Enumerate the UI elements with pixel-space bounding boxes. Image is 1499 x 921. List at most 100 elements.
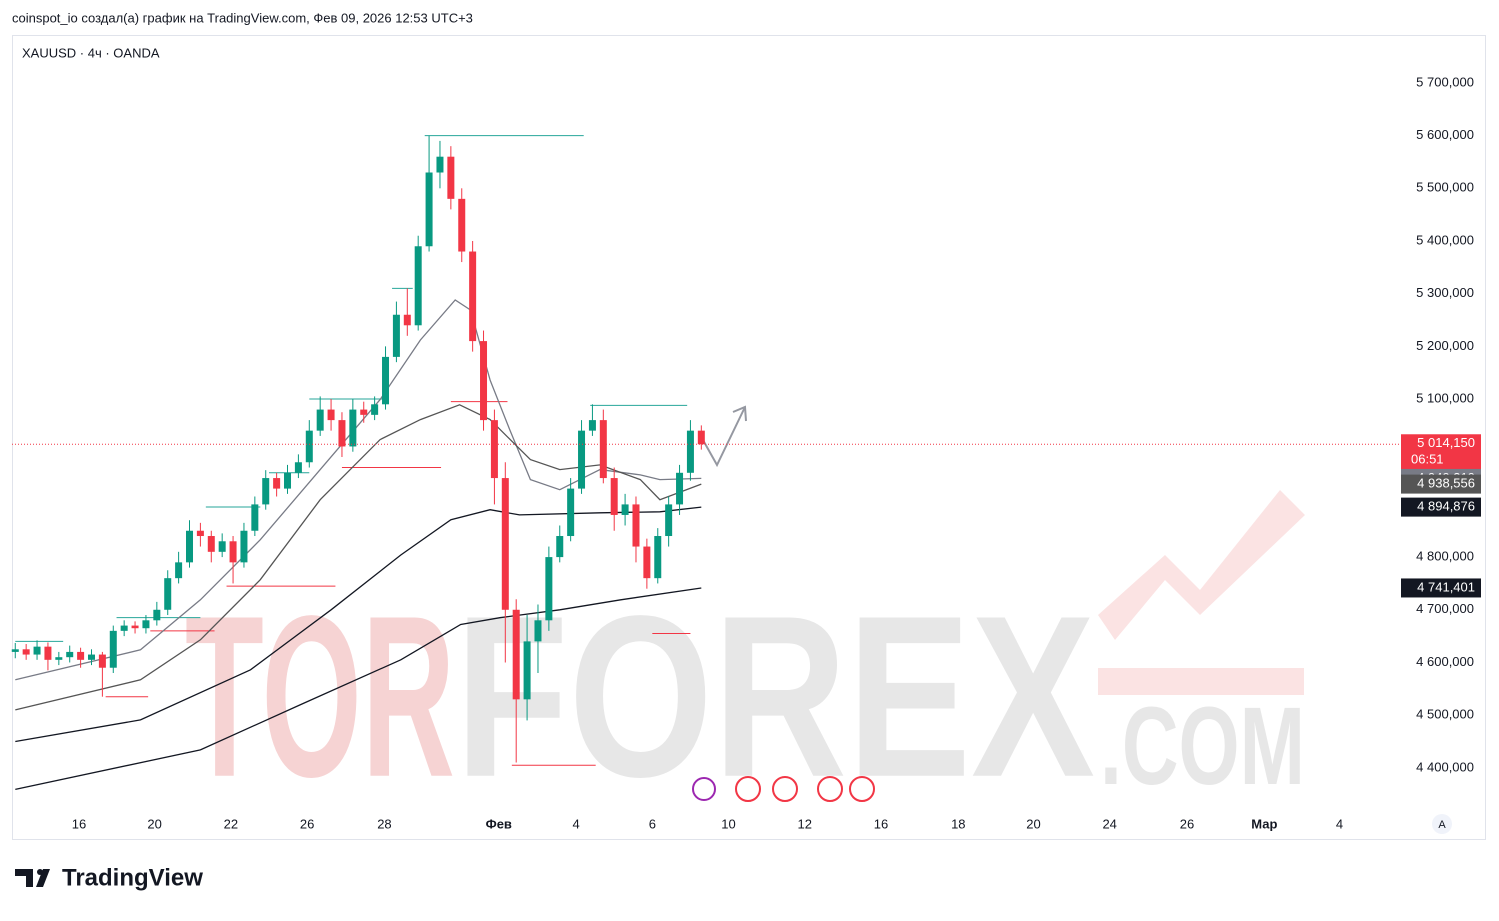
candle-body bbox=[142, 620, 150, 629]
price-badge-label: 4 741,401 bbox=[1417, 579, 1475, 594]
logo-dot bbox=[37, 869, 43, 875]
event-icon[interactable] bbox=[735, 776, 761, 802]
candle-body bbox=[447, 156, 455, 199]
x-tick-label: 20 bbox=[1026, 816, 1040, 831]
event-icon[interactable] bbox=[849, 776, 875, 802]
ma-line bbox=[15, 506, 702, 743]
y-tick-label: 5 400,000 bbox=[1416, 232, 1474, 247]
y-tick-label: 4 800,000 bbox=[1416, 549, 1474, 564]
candle-body bbox=[98, 654, 106, 668]
price-badge-label: 4 894,876 bbox=[1417, 499, 1475, 514]
candle-body bbox=[523, 641, 531, 700]
x-tick-label: 24 bbox=[1102, 816, 1116, 831]
candle-body bbox=[44, 646, 52, 660]
candle-body bbox=[610, 478, 618, 515]
y-tick-label: 4 700,000 bbox=[1416, 601, 1474, 616]
candle-body bbox=[534, 620, 542, 642]
candle-body bbox=[327, 409, 335, 421]
y-tick-label: 5 300,000 bbox=[1416, 285, 1474, 300]
event-icon[interactable] bbox=[772, 776, 798, 802]
candle-body bbox=[599, 420, 607, 479]
candle-body bbox=[22, 649, 30, 655]
candle-body bbox=[512, 609, 520, 700]
candle-body bbox=[240, 530, 248, 563]
candle-body bbox=[55, 657, 63, 660]
candle-body bbox=[458, 198, 466, 252]
ma-line bbox=[15, 404, 702, 711]
x-tick-label: 16 bbox=[72, 816, 86, 831]
candle-body bbox=[556, 536, 564, 558]
candle-body bbox=[218, 541, 226, 552]
scale-mode[interactable]: A bbox=[1438, 819, 1446, 831]
ma-line bbox=[15, 587, 702, 791]
price-badge bbox=[1401, 434, 1481, 471]
candle-body bbox=[392, 314, 400, 357]
candle-body bbox=[175, 562, 183, 579]
scale-button[interactable] bbox=[1432, 814, 1452, 834]
y-tick-label: 4 500,000 bbox=[1416, 707, 1474, 722]
candle-body bbox=[153, 609, 161, 621]
watermark-bar bbox=[1098, 668, 1304, 695]
candle-body bbox=[120, 625, 128, 631]
candle-body bbox=[196, 530, 204, 537]
candle-body bbox=[305, 430, 313, 463]
candle-body bbox=[338, 420, 346, 447]
candle-body bbox=[469, 251, 477, 342]
candle-body bbox=[229, 541, 237, 563]
watermark-arrow bbox=[1098, 490, 1305, 640]
x-tick-label: 18 bbox=[951, 816, 965, 831]
candle-body bbox=[33, 646, 41, 655]
price-badge-label: 4 938,556 bbox=[1417, 476, 1475, 491]
candle-body bbox=[251, 504, 259, 531]
x-tick-label: 10 bbox=[721, 816, 735, 831]
event-icon[interactable] bbox=[692, 777, 716, 801]
candle-body bbox=[403, 314, 411, 326]
y-tick-label: 5 500,000 bbox=[1416, 180, 1474, 195]
candle-body bbox=[578, 430, 586, 489]
symbol-title: XAUUSD · 4ч · OANDA bbox=[22, 45, 160, 60]
attribution: coinspot_io создал(а) график на TradingV… bbox=[12, 10, 473, 25]
y-tick-label: 4 600,000 bbox=[1416, 654, 1474, 669]
candle-body bbox=[567, 488, 575, 537]
forecast-arrow bbox=[702, 406, 746, 468]
candle-body bbox=[131, 625, 139, 629]
x-tick-label: 20 bbox=[147, 816, 161, 831]
event-icons bbox=[692, 776, 875, 802]
candle-body bbox=[436, 156, 444, 173]
candle-body bbox=[676, 472, 684, 505]
x-tick-label: 26 bbox=[1180, 816, 1194, 831]
candle-body bbox=[316, 409, 324, 431]
chart-frame bbox=[12, 35, 1486, 840]
candle-body bbox=[109, 630, 117, 668]
countdown: 06:51 bbox=[1411, 452, 1444, 467]
candle-body bbox=[654, 536, 662, 579]
candle-body bbox=[87, 654, 95, 660]
candle-body bbox=[501, 478, 509, 610]
candle-body bbox=[186, 530, 194, 563]
candle-body bbox=[349, 409, 357, 447]
candle-body bbox=[697, 430, 705, 445]
logo-text[interactable]: TradingView bbox=[62, 864, 203, 891]
x-tick-label: 22 bbox=[224, 816, 238, 831]
candle-body bbox=[294, 462, 302, 473]
candle-body bbox=[273, 478, 281, 489]
x-tick-label: Мар bbox=[1251, 816, 1277, 831]
price-badge-label: 5 014,150 bbox=[1417, 435, 1475, 450]
candle-body bbox=[164, 578, 172, 610]
candle-body bbox=[588, 420, 596, 431]
x-tick-label: 4 bbox=[1336, 816, 1343, 831]
price-badge bbox=[1401, 474, 1481, 494]
candle-body bbox=[686, 430, 694, 473]
candle-body bbox=[11, 649, 19, 652]
candle-body bbox=[490, 420, 498, 479]
candle-body bbox=[665, 504, 673, 537]
candle-body bbox=[425, 172, 433, 247]
price-badge bbox=[1401, 497, 1481, 517]
candle-body bbox=[414, 246, 422, 326]
watermark-group: TOR FOREX .COM bbox=[185, 490, 1305, 825]
candle-body bbox=[382, 356, 390, 405]
event-icon[interactable] bbox=[817, 776, 843, 802]
candle-body bbox=[480, 341, 488, 421]
